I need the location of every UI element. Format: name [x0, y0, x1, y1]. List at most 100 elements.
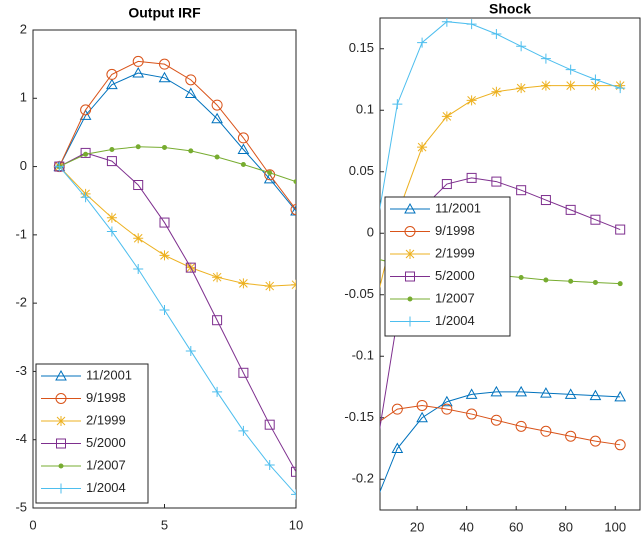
marker: [371, 256, 375, 260]
marker: [80, 104, 92, 116]
marker: [159, 250, 170, 261]
marker: [491, 28, 502, 39]
y-tick-label: -2: [15, 295, 27, 310]
legend-label: 11/2001: [435, 200, 481, 215]
marker: [540, 80, 551, 91]
marker: [543, 277, 549, 283]
marker: [590, 214, 601, 225]
marker: [391, 403, 403, 415]
marker: [568, 278, 574, 284]
marker: [135, 144, 141, 150]
legend-box: [384, 196, 511, 337]
marker: [615, 224, 626, 235]
marker: [404, 226, 416, 237]
marker: [540, 425, 552, 437]
marker: [516, 41, 527, 52]
marker: [55, 393, 67, 404]
marker: [466, 95, 477, 106]
y-tick-label: 0: [367, 225, 374, 240]
marker: [441, 395, 453, 407]
marker: [516, 83, 527, 94]
marker: [162, 144, 167, 150]
marker: [106, 212, 117, 223]
marker: [290, 204, 296, 216]
marker: [133, 180, 144, 191]
marker: [405, 316, 415, 327]
marker: [106, 68, 118, 80]
legend-label: 5/2000: [86, 435, 126, 450]
y-tick-label: -1: [15, 226, 27, 241]
marker: [565, 64, 576, 75]
marker: [565, 430, 577, 442]
x-tick-label: 5: [161, 517, 168, 532]
marker: [404, 202, 416, 214]
marker: [56, 416, 66, 426]
marker: [589, 389, 602, 401]
marker: [159, 58, 170, 70]
marker: [159, 217, 170, 228]
marker: [211, 112, 223, 124]
marker: [132, 66, 145, 78]
series-line: [58, 166, 296, 495]
x-tick-label: 60: [509, 519, 523, 534]
marker: [368, 247, 378, 257]
y-tick-label: -0.1: [352, 348, 374, 363]
marker: [405, 249, 415, 259]
marker: [185, 74, 197, 86]
marker: [368, 312, 378, 322]
legend-label: 2/1999: [86, 412, 126, 427]
marker: [391, 442, 404, 453]
series-line: [59, 146, 296, 183]
marker: [491, 86, 502, 97]
marker: [58, 463, 64, 469]
marker: [290, 204, 296, 216]
y-tick-label: -0.15: [344, 409, 374, 424]
marker: [267, 170, 273, 176]
marker: [368, 505, 378, 514]
marker: [417, 142, 428, 153]
y-tick-label: 2: [20, 21, 27, 36]
legend-label: 1/2004: [435, 313, 475, 328]
marker: [56, 438, 66, 449]
marker: [490, 414, 502, 426]
marker: [264, 281, 275, 292]
chart-title: Shock: [489, 1, 531, 17]
legend-label: 2/1999: [435, 245, 475, 260]
marker: [238, 278, 249, 289]
marker: [565, 80, 576, 91]
marker: [185, 262, 196, 273]
marker: [466, 408, 478, 420]
marker: [491, 176, 502, 187]
series-line: [58, 60, 296, 210]
marker: [466, 172, 477, 183]
marker: [589, 435, 601, 447]
x-tick-label: 20: [410, 519, 424, 534]
marker: [590, 74, 601, 85]
x-tick-label: 0: [29, 517, 36, 532]
y-tick-label: -4: [15, 431, 27, 446]
x-tick-label: 80: [558, 519, 572, 534]
marker: [56, 483, 66, 494]
marker: [212, 386, 223, 397]
marker: [614, 439, 626, 451]
marker: [106, 156, 117, 167]
legend-label: 5/2000: [435, 268, 475, 283]
marker: [293, 179, 296, 185]
y-tick-label: 0.15: [349, 40, 374, 55]
series-layer: [53, 55, 296, 500]
marker: [214, 154, 220, 160]
marker: [133, 233, 144, 244]
marker: [614, 390, 627, 402]
y-tick-label: -0.2: [352, 471, 374, 486]
marker: [515, 385, 527, 397]
legend-label: 11/2001: [86, 367, 132, 382]
marker: [237, 132, 249, 144]
marker: [518, 275, 524, 281]
y-tick-label: 0.1: [356, 102, 374, 117]
marker: [237, 143, 250, 154]
marker: [55, 369, 67, 381]
marker: [441, 403, 453, 415]
legend-box: [35, 363, 149, 504]
marker: [106, 78, 118, 90]
